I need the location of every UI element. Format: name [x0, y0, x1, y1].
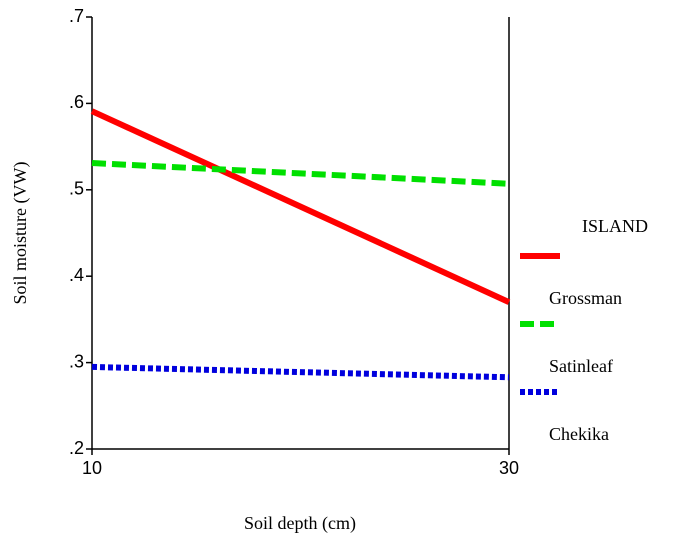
series-line: [91, 363, 510, 381]
y-tick-label: .3: [69, 351, 84, 371]
x-tick-label: 30: [499, 458, 519, 478]
legend-label: Chekika: [549, 424, 609, 444]
y-tick-label: .2: [69, 438, 84, 458]
y-tick-label: .4: [69, 265, 84, 285]
y-axis-title: Soil moisture (VW): [10, 162, 31, 305]
y-tick-label: .5: [69, 179, 84, 199]
x-axis-title: Soil depth (cm): [244, 513, 356, 534]
series-line: [91, 160, 510, 187]
legend-label: Grossman: [549, 288, 622, 308]
x-tick-label: 10: [82, 458, 102, 478]
series-line: [90, 108, 511, 305]
legend-title: ISLAND: [582, 216, 648, 236]
legend-label: Satinleaf: [549, 356, 613, 376]
y-tick-label: .7: [69, 6, 84, 26]
y-tick-label: .6: [69, 92, 84, 112]
